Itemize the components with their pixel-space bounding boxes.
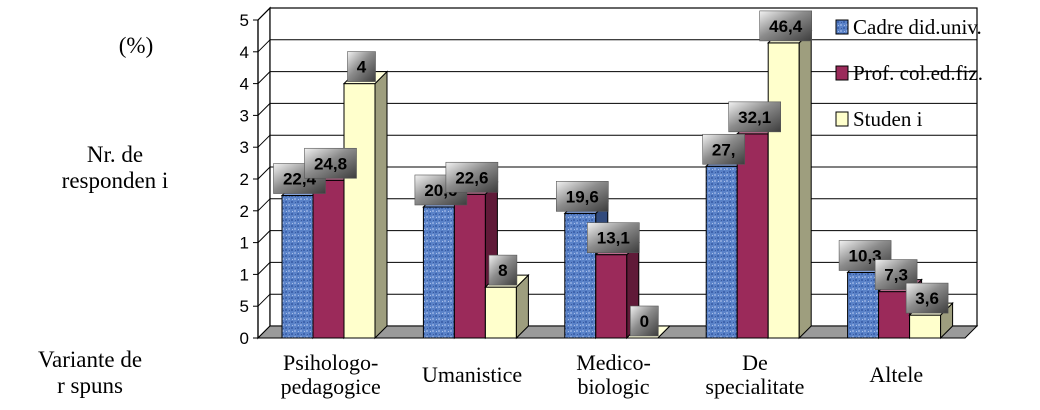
legend-swatch (835, 19, 849, 35)
data-label: 46,4 (769, 17, 803, 36)
bar-side (798, 29, 812, 340)
gridline-diagonal (257, 7, 271, 21)
gridline-diagonal (257, 39, 271, 53)
y-axis-title: Nr. de responden i (10, 142, 220, 194)
gridline-diagonal (257, 166, 271, 180)
bar (484, 286, 517, 339)
y-tick-label: 5 (240, 297, 249, 316)
bar-side (374, 70, 388, 340)
data-label-box (488, 254, 518, 286)
category-label: Altele (869, 362, 923, 387)
x-axis-title-line2: r spuns (57, 373, 123, 398)
y-tick-label: 4 (240, 75, 249, 94)
data-label: 4 (357, 58, 367, 77)
legend-swatch (835, 65, 849, 81)
y-tick-label: 2 (240, 202, 249, 221)
data-label: 22,6 (455, 168, 488, 187)
gridline-diagonal (257, 198, 271, 212)
bar (453, 193, 486, 339)
bar (595, 254, 628, 339)
bar (767, 42, 800, 339)
category-label: Medico- (576, 350, 651, 375)
y-tick-label: 1 (240, 265, 249, 284)
y-axis-title-line2: responden i (61, 168, 169, 193)
y-tick-label: 5 (240, 11, 249, 30)
bar (312, 179, 345, 339)
legend-label: Studen i (853, 107, 923, 131)
gridline-diagonal (257, 230, 271, 243)
data-label: 32,1 (738, 108, 771, 127)
gridline-diagonal (257, 103, 271, 116)
y-axis-title-line1: Nr. de (86, 142, 144, 167)
data-label: 3,6 (915, 289, 939, 308)
category-label: pedagogice (281, 374, 381, 399)
legend-label: Prof. col.ed.fiz. (853, 61, 983, 85)
gridline-diagonal (257, 134, 271, 148)
data-label-box (759, 10, 813, 42)
legend: Cadre did.univ. Prof. col.ed.fiz. Studen i (835, 15, 983, 131)
data-label: 7,3 (884, 266, 908, 285)
category-label: Psihologo- (283, 350, 378, 375)
legend-label: Cadre did.univ. (853, 15, 982, 39)
gridline-diagonal (257, 293, 271, 307)
bar (422, 206, 455, 339)
gridline-diagonal (257, 71, 271, 84)
x-axis-title-line1: Variante de (37, 347, 143, 372)
bar (909, 314, 942, 339)
data-label-box (728, 101, 782, 133)
data-label: 27, (712, 140, 736, 159)
data-label: 0 (640, 312, 649, 331)
gridline-diagonal (257, 262, 271, 275)
unit-label: (%) (118, 33, 154, 58)
y-tick-label: 0 (240, 329, 249, 348)
data-label-box (555, 181, 609, 212)
category-label: De (742, 350, 768, 375)
bar (736, 133, 769, 339)
data-label-box (347, 51, 376, 82)
bar (343, 83, 376, 339)
data-label: 24,8 (314, 154, 347, 173)
category-label: Umanistice (422, 362, 522, 387)
bar (847, 271, 880, 339)
data-labels: 22,424,8420,622,6819,613,1027,32,146,410… (273, 10, 949, 337)
y-tick-label: 1 (240, 234, 249, 253)
legend-swatch (835, 111, 849, 127)
data-label: 19,6 (566, 187, 599, 206)
bar (281, 195, 314, 339)
y-tick-label: 2 (240, 170, 249, 189)
category-label: specialitate (705, 374, 804, 399)
data-label: 13,1 (597, 229, 630, 248)
y-tick-labels: 0 5 1 1 2 2 3 3 4 4 5 (240, 11, 249, 348)
data-label-box (702, 133, 746, 165)
data-label-box (905, 282, 949, 314)
y-tick-label: 4 (240, 43, 249, 62)
category-labels: Psihologo-pedagogice Umanistice Medico-bio… (281, 350, 924, 399)
data-label-box (445, 161, 499, 193)
y-tick-label: 3 (240, 106, 249, 125)
bar (878, 291, 911, 339)
y-tick-label: 3 (240, 138, 249, 157)
data-label-box (629, 305, 659, 337)
category-label: biologic (577, 374, 649, 399)
data-label: 10,3 (849, 246, 882, 265)
data-label: 8 (498, 261, 507, 280)
data-label-box (586, 222, 640, 253)
data-label-box (304, 147, 357, 179)
x-axis-title: Variante de r spuns (0, 347, 180, 399)
bar (705, 165, 738, 339)
